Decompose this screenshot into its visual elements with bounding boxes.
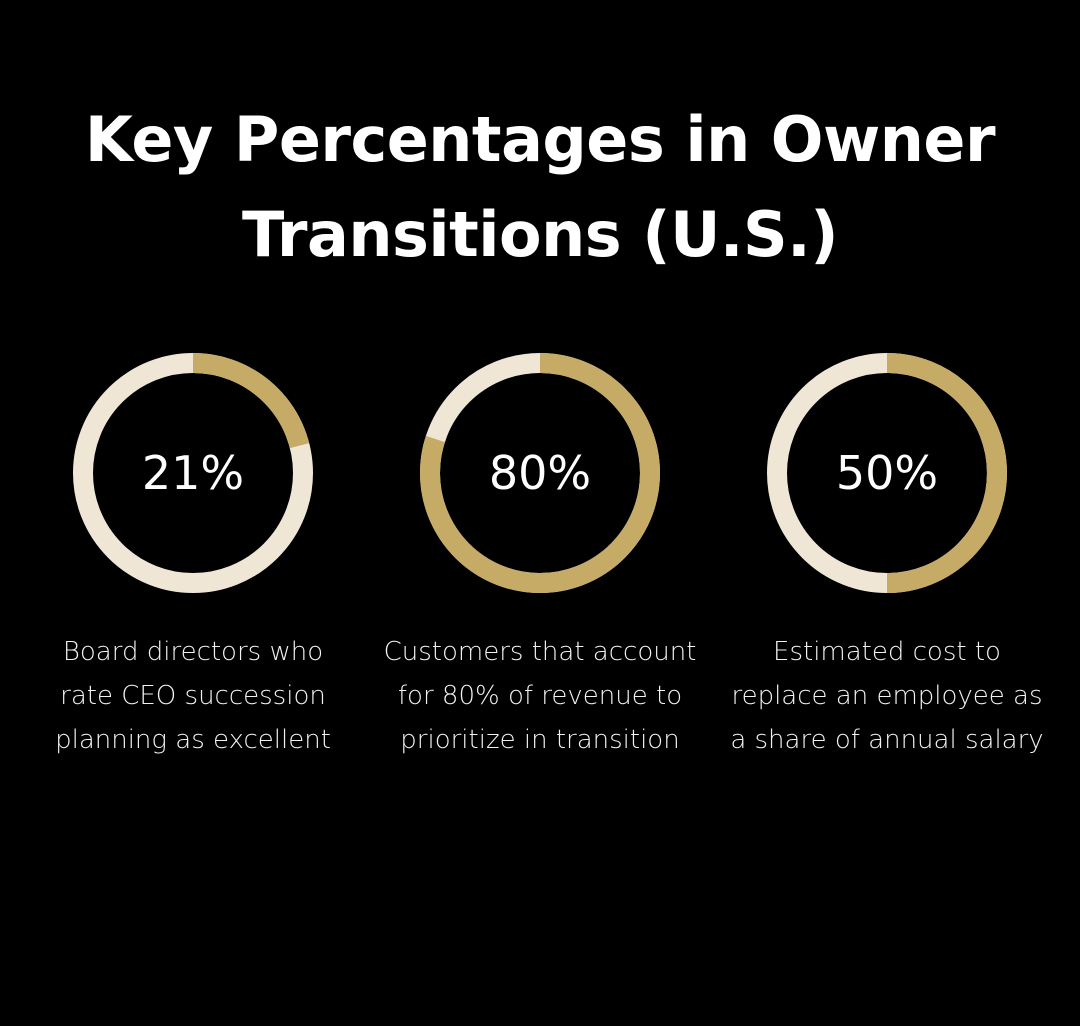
stat-card-replacement-cost: 50% Estimated cost to replace an employe… <box>727 352 1047 762</box>
stat-caption: Customers that account for 80% of revenu… <box>383 637 697 755</box>
percentage-label: 50% <box>836 446 938 500</box>
stat-caption: Board directors who rate CEO succession … <box>55 637 331 755</box>
percentage-label: 80% <box>489 446 591 500</box>
donut-chart: 80% <box>420 353 660 593</box>
donut-chart: 50% <box>767 353 1007 593</box>
page-title: Key Percentages in Owner Transitions (U.… <box>84 103 996 271</box>
donut-value-arc <box>192 353 310 449</box>
donut-value-arc <box>886 353 1007 593</box>
stat-caption: Estimated cost to replace an employee as… <box>730 637 1044 755</box>
stat-card-board-directors: 21% Board directors who rate CEO success… <box>33 352 353 762</box>
percentage-label: 21% <box>142 446 244 500</box>
donut-value-arc <box>420 353 660 593</box>
stat-card-customers: 80% Customers that account for 80% of re… <box>380 352 700 762</box>
donut-chart: 21% <box>73 353 313 593</box>
